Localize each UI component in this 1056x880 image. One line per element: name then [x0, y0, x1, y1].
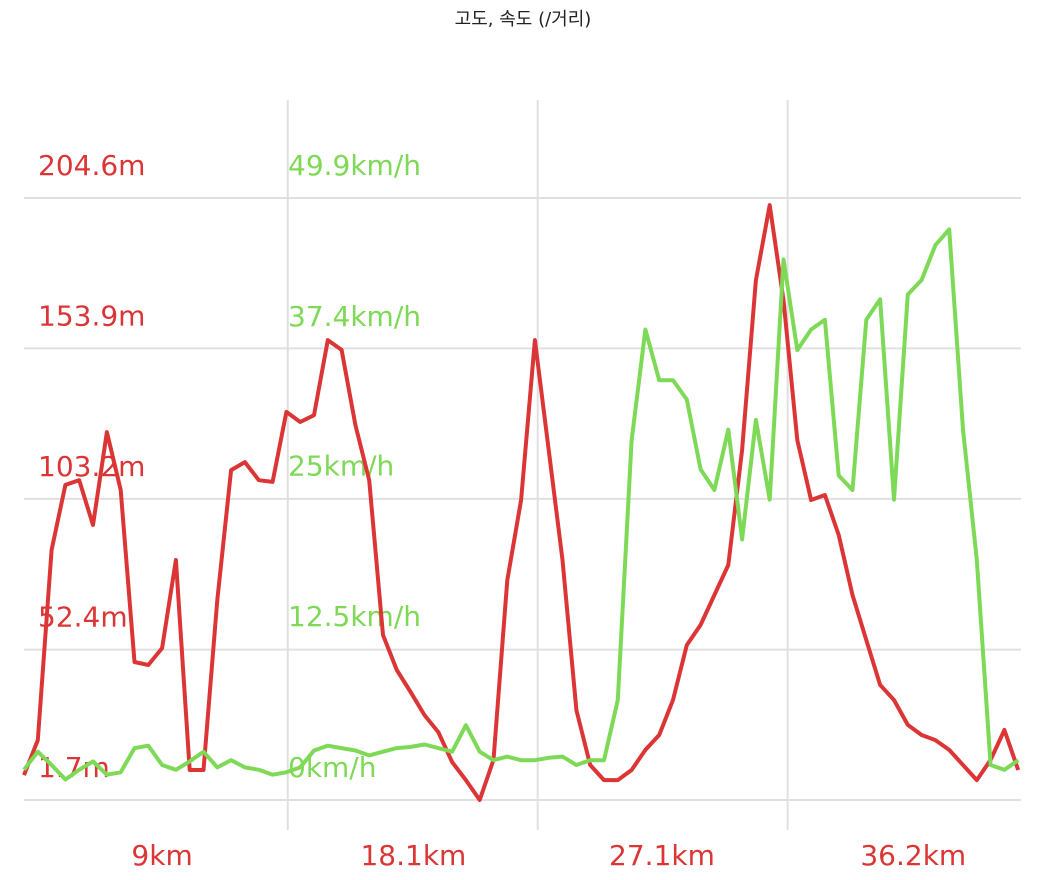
series-line [22, 227, 1020, 782]
chart-title: 고도, 속도 (/거리) [455, 9, 592, 30]
y-tick-label: 52.4m [38, 601, 128, 634]
x-tick-label: 36.2km [860, 839, 966, 872]
y2-tick-label: 25km/h [288, 449, 394, 482]
series-line [22, 203, 1021, 802]
y-tick-label: 204.6m [38, 149, 145, 182]
y-tick-label: 153.9m [38, 299, 145, 332]
y2-tick-label: 12.5km/h [288, 600, 421, 633]
y2-tick-label: 49.9km/h [288, 149, 421, 182]
x-tick-label: 18.1km [360, 839, 466, 872]
y-tick-label: 103.2m [38, 450, 145, 483]
x-tick-label: 27.1km [609, 839, 715, 872]
y2-tick-label: 0km/h [288, 751, 376, 784]
y2-tick-label: 37.4km/h [288, 300, 421, 333]
x-tick-label: 9km [131, 839, 192, 872]
